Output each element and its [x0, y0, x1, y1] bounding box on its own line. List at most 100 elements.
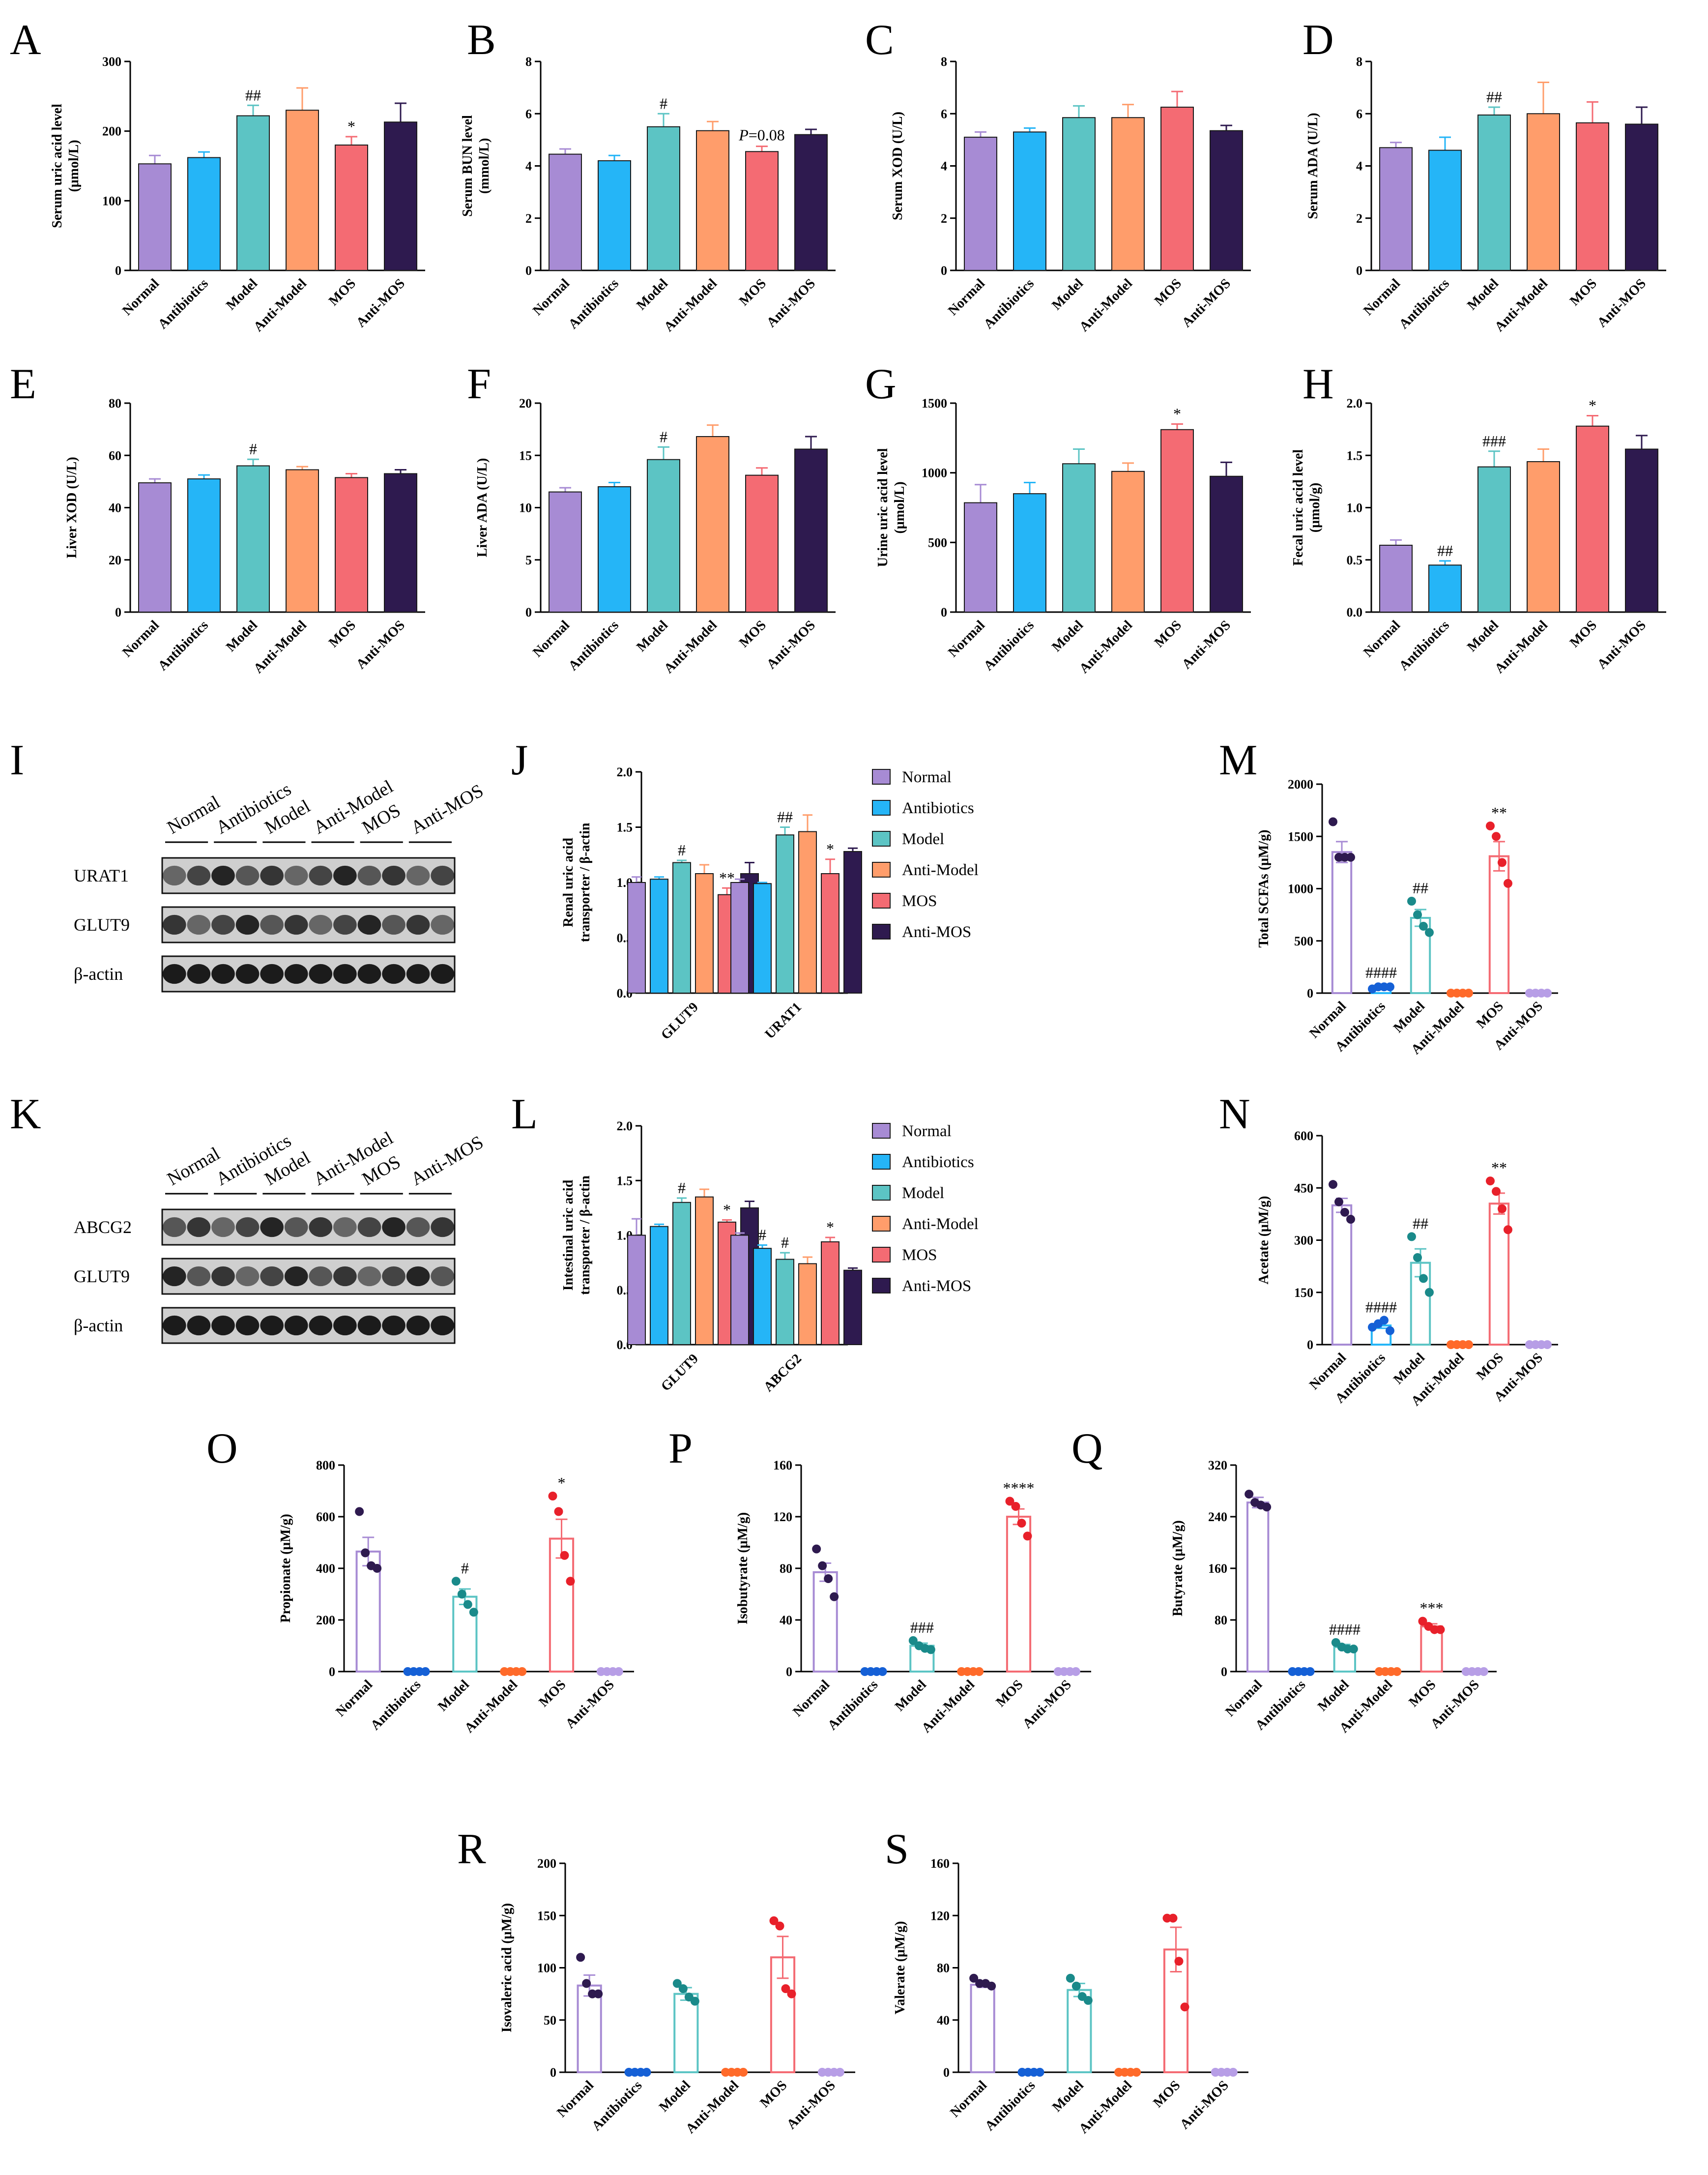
bar: [843, 851, 862, 994]
bar: [286, 110, 319, 271]
x-tick-label: Model: [634, 617, 671, 655]
x-tick-label-wrap: MOS: [736, 617, 769, 650]
bar: [549, 1537, 575, 1673]
panel-E: E 0 20 40 60 80 Liver XOD (U/L) NormalAntibioti…: [10, 360, 425, 676]
y-tick-label: 0: [525, 264, 532, 278]
data-point: [908, 1636, 918, 1645]
x-tick-label-wrap: Model: [223, 617, 261, 655]
data-point: [1407, 897, 1416, 906]
y-axis-title-line: Isobutyrate (μM/g): [735, 1512, 751, 1624]
x-tick-label: Anti-Model: [1076, 276, 1135, 335]
blot-band: [284, 914, 308, 935]
bar: [384, 121, 417, 271]
x-tick-label: Normal: [1361, 276, 1403, 319]
data-point: [1083, 1996, 1093, 2005]
y-tick-label: 0: [115, 264, 121, 278]
x-tick-label-wrap: Anti-Model: [251, 617, 310, 676]
significance-label: *: [826, 840, 834, 858]
bar: [1013, 131, 1046, 271]
y-tick-label: 0: [550, 2065, 556, 2080]
blot-band: [162, 914, 186, 935]
bar: [1576, 122, 1609, 271]
x-tick-label: Anti-Model: [251, 276, 310, 335]
data-point: [1380, 1316, 1389, 1325]
legend: Normal Antibiotics Model Anti-Model MOS Anti-…: [872, 768, 979, 941]
data-point: [1305, 1667, 1315, 1676]
blot-band: [260, 1217, 284, 1237]
data-point: [566, 1577, 575, 1586]
lane-label-wrap: Anti-MOS: [407, 780, 487, 838]
y-tick-label: 1000: [922, 466, 947, 480]
y-tick-label: 6: [1356, 107, 1362, 121]
bar: [770, 1956, 796, 2073]
blot-band: [357, 1217, 381, 1237]
y-axis-title-line: (μmol/L): [66, 140, 82, 192]
significance-label: ##: [1413, 879, 1428, 897]
blot-band: [162, 1315, 186, 1336]
x-tick-label-wrap: Anti-MOS: [1179, 617, 1234, 672]
y-tick-label: 20: [519, 396, 532, 411]
data-point: [1262, 1502, 1272, 1512]
panel-label: A: [10, 16, 41, 64]
data-point: [835, 2068, 844, 2077]
bar: [1428, 149, 1462, 271]
blot-band: [162, 964, 186, 984]
x-tick-label-wrap: Antibiotics: [982, 2078, 1038, 2134]
y-axis-title-line: Serum XOD (U/L): [890, 112, 905, 220]
bar: [696, 130, 729, 271]
panel-B: B 0 2 4 6 8 Serum BUN level (mmol/L) NormalAntib…: [460, 16, 836, 335]
data-point: [787, 1989, 796, 1999]
x-tick-label: Antibiotics: [981, 617, 1037, 674]
x-tick-label-wrap: MOS: [1406, 1677, 1439, 1710]
lane-label-wrap: Anti-MOS: [407, 1132, 487, 1190]
data-point: [1334, 1197, 1343, 1206]
data-point: [1340, 1207, 1349, 1217]
significance-label: ##: [777, 808, 793, 826]
data-point: [1071, 1981, 1081, 1991]
x-tick-label-wrap: GLUT9: [658, 1351, 701, 1394]
panel-label: E: [10, 360, 36, 408]
x-tick-label-wrap: Anti-MOS: [353, 276, 408, 330]
data-point: [457, 1589, 466, 1599]
blot-band: [357, 1315, 381, 1336]
blot-band: [406, 1315, 430, 1336]
blot-band: [431, 1217, 455, 1237]
blot-band: [260, 1266, 284, 1287]
y-tick-label: 50: [544, 2013, 556, 2028]
blot-strip: [161, 857, 456, 894]
x-tick-label: ABCG2: [761, 1351, 805, 1395]
y-tick-label: 0.0: [1347, 605, 1363, 619]
x-tick-label-wrap: Model: [634, 617, 671, 655]
y-tick-label: 2: [941, 211, 947, 226]
blot-band: [235, 1266, 260, 1287]
x-tick-label: Normal: [530, 617, 573, 660]
x-tick-label: MOS: [757, 2078, 790, 2111]
bar: [794, 134, 828, 271]
x-tick-label: MOS: [326, 276, 359, 309]
x-tick-label: Model: [1390, 1350, 1428, 1387]
y-tick-label: 4: [941, 159, 947, 174]
y-tick-label: 160: [1208, 1561, 1227, 1576]
x-tick-label-wrap: Normal: [554, 2078, 597, 2120]
bar: [1062, 117, 1096, 271]
data-point: [1492, 832, 1501, 841]
blot-band: [162, 1266, 186, 1287]
x-tick-label: Model: [1315, 1677, 1352, 1714]
blot-band: [431, 914, 455, 935]
significance-label: ****: [1003, 1479, 1035, 1497]
data-point: [469, 1608, 478, 1617]
bar: [672, 862, 691, 994]
bar: [745, 151, 779, 271]
legend-swatch: [872, 862, 891, 878]
x-tick-label: Anti-MOS: [1179, 276, 1234, 330]
y-tick-label: 40: [780, 1613, 792, 1627]
y-tick-label: 450: [1294, 1181, 1313, 1195]
x-tick-label: Anti-Model: [1492, 617, 1551, 676]
x-tick-label: Antibiotics: [155, 276, 211, 332]
x-tick-label-wrap: MOS: [326, 617, 359, 650]
y-tick-label: 100: [537, 1961, 556, 1975]
bar: [627, 882, 646, 994]
x-tick-label-wrap: Model: [1315, 1677, 1352, 1714]
blot-band: [406, 964, 430, 984]
